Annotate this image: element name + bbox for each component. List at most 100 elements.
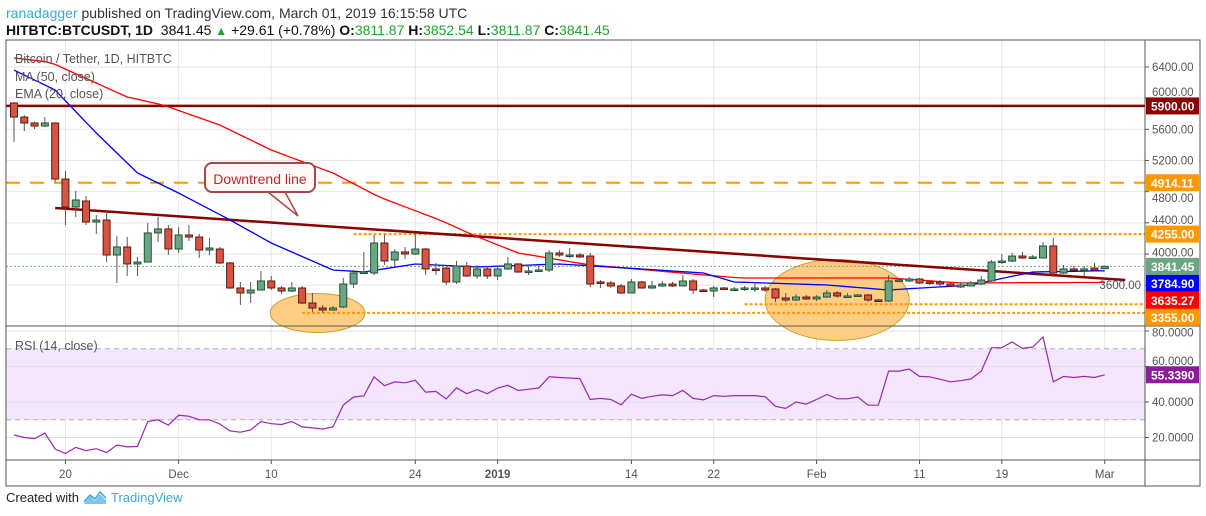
candle-body [51,122,60,180]
candle-body [483,268,492,277]
candle-up [792,293,801,301]
candle-up [71,191,80,217]
candle-body [205,247,214,251]
x-tick-label: 11 [914,469,926,481]
symbol: HITBTC:BTCUSDT, 1D [6,22,153,38]
candle-down [102,210,111,263]
candle-body [606,282,615,287]
candle-body [380,242,389,262]
tradingview-link[interactable]: TradingView [110,490,183,505]
y-tick-label: 6400.00 [1152,62,1194,74]
candle-body [318,307,327,311]
candle-down [51,122,60,182]
y-tick-label: 4400.00 [1152,215,1194,227]
candle-down [1090,262,1099,271]
candle-body [133,261,142,265]
x-tick-label: Dec [168,469,189,481]
price-label: 4914.11 [1151,176,1194,190]
candle-body [956,284,965,288]
candle-body [750,287,759,290]
candle-body [102,219,111,256]
candle-down [575,252,584,258]
candle-down [936,280,945,286]
candle-up [339,277,348,308]
candle-body [503,263,512,270]
candle-body [833,292,842,297]
footer: Created with TradingView [6,490,183,505]
candle-body [565,254,574,258]
candle-down [720,286,729,290]
candle-up [678,275,687,287]
candle-body [720,287,729,290]
candle-body [627,281,636,294]
candle-body [843,295,852,298]
y-tick-label: 6000.00 [1152,87,1194,99]
rsi-tick-label: 40.0000 [1152,397,1194,409]
candle-up [205,237,214,256]
candle-body [771,288,780,299]
publish-text: published on TradingView.com, March 01, … [81,5,468,21]
low-label: L: [477,22,491,38]
candle-up [92,215,101,234]
candle-body [143,232,152,263]
candle-body [339,283,348,308]
candle-body [421,248,430,270]
candle-up [534,265,543,272]
candle-up [647,280,656,289]
candle-body [287,287,296,292]
candle-body [894,279,903,283]
close-label: C: [544,22,560,38]
candle-body [349,272,358,285]
high-label: H: [408,22,424,38]
candle-body [401,251,410,255]
candle-body [822,292,831,298]
candle-body [1039,245,1047,259]
legend-ma: MA (50, close) [15,70,95,84]
candle-body [925,281,934,284]
candle-body [534,269,543,272]
candle-body [112,246,121,256]
rsi-tick-label: 80.0000 [1152,327,1194,339]
candle-body [442,267,451,283]
candle-down [123,237,132,276]
candle-body [123,246,132,265]
candle-up [452,261,461,284]
candle-body [30,122,39,127]
price-label: 3784.90 [1151,277,1195,291]
candle-body [966,282,975,287]
author-link[interactable]: ranadagger [6,5,78,21]
candle-body [277,287,286,292]
candle-down [668,281,677,287]
candle-up [1080,265,1089,276]
candle-body [195,236,204,251]
candle-body [370,242,379,274]
price-change: +29.61 (+0.78%) [231,22,336,38]
callout-pointer [265,191,299,217]
candle-body [905,278,914,282]
candle-down [236,281,245,305]
candle-body [812,296,821,300]
downtrend-callout: Downtrend line [204,162,316,193]
candle-body [689,280,698,291]
candle-up [328,305,337,311]
candle-up [133,256,142,276]
candle-body [864,294,873,301]
candle-body [575,254,584,258]
candle-down [442,267,451,286]
candle-down [586,252,595,287]
candle-body [473,268,482,277]
candle-body [596,281,605,284]
candle-down [184,225,193,241]
open-value: 3811.87 [354,22,405,38]
candle-body [740,287,749,290]
candle-body [1049,245,1058,274]
x-tick-label: 20 [59,469,72,481]
candle-up [730,286,739,292]
candle-body [40,122,49,127]
low-value: 3811.87 [490,22,541,38]
candle-up [493,265,502,281]
y-tick-label: 4000.00 [1152,247,1194,259]
price-label-box [1146,274,1199,292]
candle-down [637,280,646,289]
